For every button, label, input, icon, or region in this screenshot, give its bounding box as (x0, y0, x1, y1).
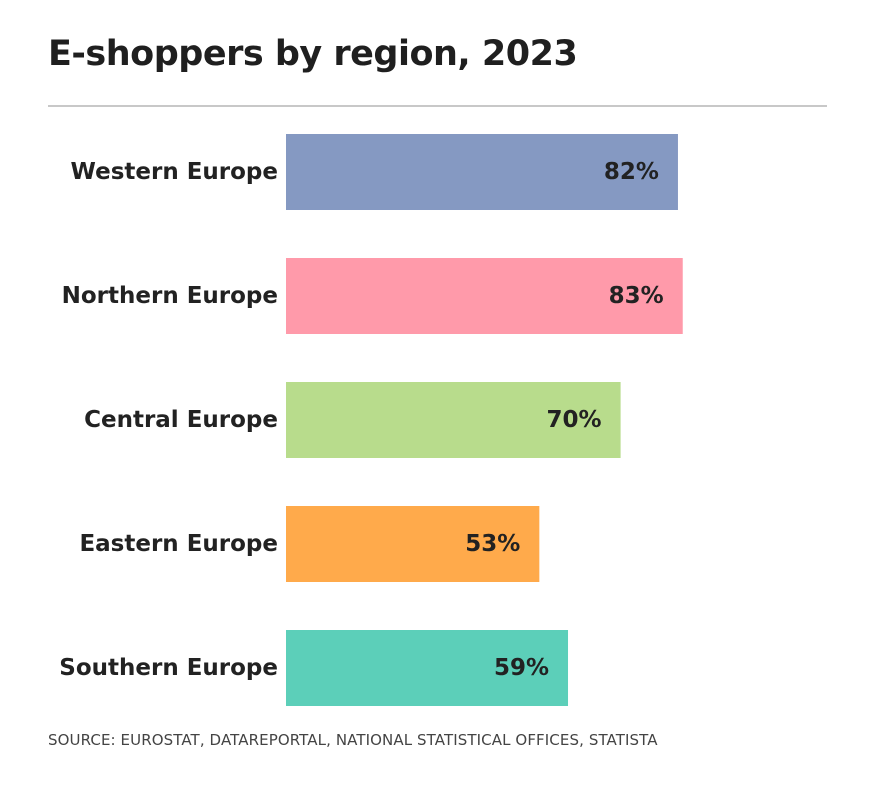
bar-northern-europe (286, 258, 683, 334)
bar-western-europe (286, 134, 678, 210)
category-label: Western Europe (71, 159, 278, 185)
category-label: Northern Europe (62, 283, 278, 309)
chart-title: E-shoppers by region, 2023 (48, 34, 578, 74)
source-note: SOURCE: EUROSTAT, DATAREPORTAL, NATIONAL… (48, 731, 658, 749)
value-label: 83% (609, 283, 664, 309)
value-label: 70% (547, 407, 602, 433)
value-label: 82% (604, 159, 659, 185)
bar-eastern-europe (286, 506, 540, 582)
category-label: Eastern Europe (79, 531, 278, 557)
category-label: Southern Europe (59, 655, 278, 681)
title-divider (48, 105, 827, 107)
value-label: 59% (494, 655, 549, 681)
bar-central-europe (286, 382, 621, 458)
value-label: 53% (465, 531, 520, 557)
bar-southern-europe (286, 630, 569, 706)
category-label: Central Europe (84, 407, 278, 433)
